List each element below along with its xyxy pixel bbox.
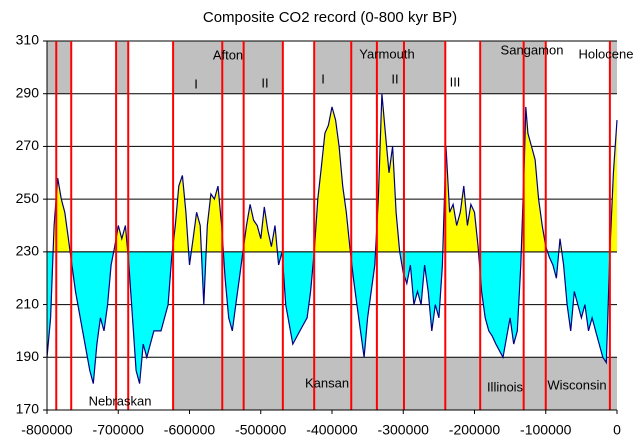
annotation: Afton [213, 47, 243, 62]
top-band [47, 41, 72, 94]
annotation: Yarmouth [359, 46, 414, 61]
y-tick-label: 310 [16, 32, 40, 48]
x-tick-label: 0 [613, 422, 621, 438]
plot [46, 41, 618, 410]
annotation: Illinois [487, 379, 524, 394]
x-tick-label: -100000 [520, 422, 572, 438]
annotation: Nebraskan [89, 393, 152, 408]
annotation: II [391, 71, 398, 86]
bands [47, 41, 618, 410]
y-tick-label: 210 [16, 295, 40, 311]
annotation: I [321, 71, 325, 86]
annotation: II [261, 75, 268, 90]
annotation: Kansan [305, 375, 349, 390]
y-tick-label: 190 [16, 348, 40, 364]
axes: 170 190 210 230 250 270 290 310 -800000 -700000 -6… [16, 32, 621, 438]
co2-line [46, 93, 618, 384]
y-tick-label: 250 [16, 190, 40, 206]
x-tick-label: -600000 [164, 422, 216, 438]
y-tick-label: 170 [16, 401, 40, 417]
top-band [116, 41, 129, 94]
x-tick-label: -500000 [235, 422, 287, 438]
chart-title: Composite CO2 record (0-800 kyr BP) [203, 9, 457, 26]
top-band [173, 41, 283, 94]
annotation: Holocene [579, 46, 634, 61]
area-below [47, 251, 610, 384]
x-tick-label: -400000 [306, 422, 358, 438]
x-tick-label: -800000 [21, 422, 73, 438]
top-band [480, 41, 546, 94]
x-tick-label: -300000 [378, 422, 430, 438]
annotation: Wisconsin [547, 377, 606, 392]
y-tick-label: 290 [16, 84, 40, 100]
top-band [314, 41, 446, 94]
y-tick-label: 230 [16, 243, 40, 259]
y-tick-label: 270 [16, 137, 40, 153]
annotation: I [194, 76, 198, 91]
top-band [609, 41, 617, 94]
x-tick-label: -700000 [93, 422, 145, 438]
bottom-band [173, 357, 618, 410]
annotation: III [450, 74, 461, 89]
x-tick-label: -200000 [449, 422, 501, 438]
annotation: Sangamon [501, 42, 564, 57]
area-above [47, 93, 617, 252]
